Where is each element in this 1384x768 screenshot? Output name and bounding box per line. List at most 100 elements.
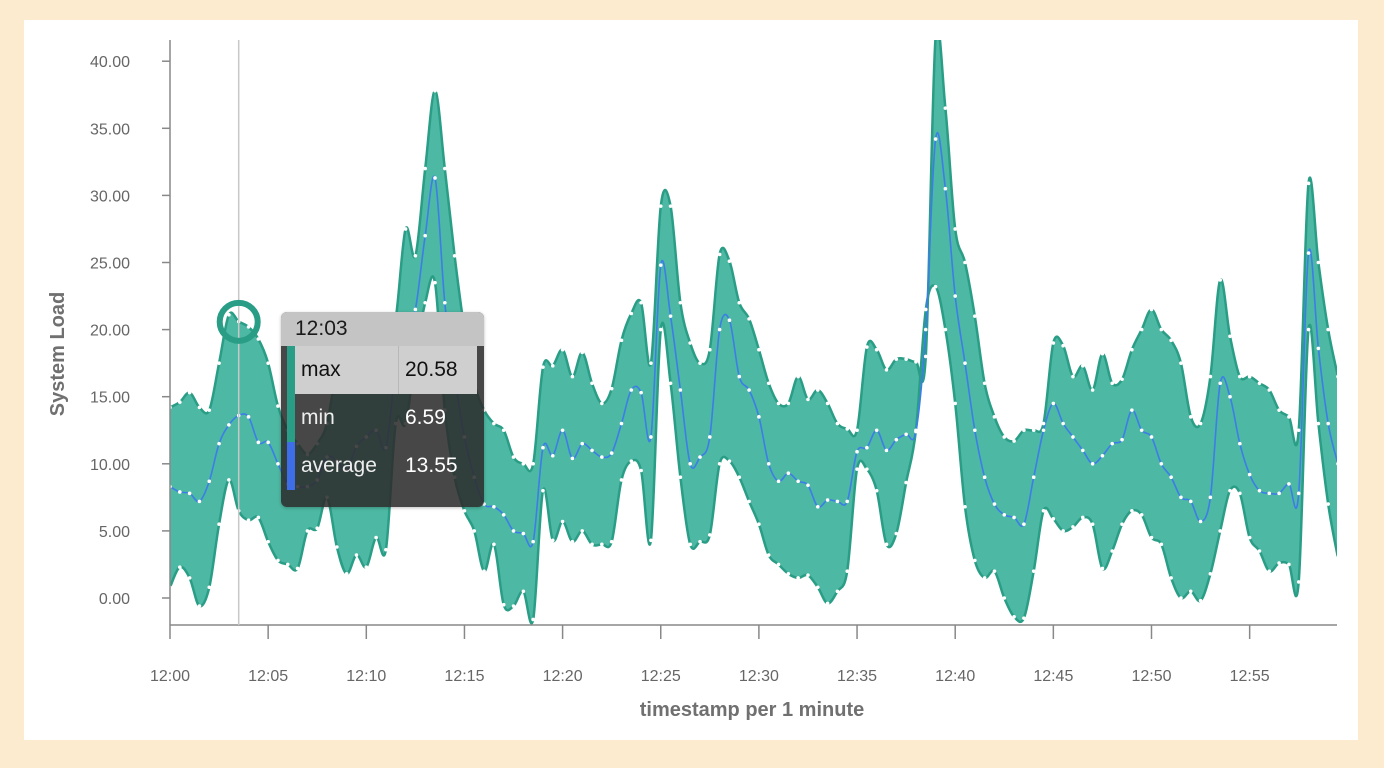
max-point bbox=[1326, 327, 1330, 332]
max-point bbox=[982, 381, 987, 386]
max-point bbox=[1159, 327, 1164, 332]
min-point bbox=[609, 539, 614, 544]
min-point bbox=[1326, 502, 1330, 506]
x-tick-label: 12:30 bbox=[739, 668, 779, 685]
min-point bbox=[1257, 549, 1262, 553]
max-point bbox=[227, 313, 231, 317]
max-point bbox=[698, 361, 702, 365]
min-point bbox=[1188, 589, 1193, 594]
average-point bbox=[1336, 462, 1340, 466]
average-point bbox=[747, 388, 751, 392]
min-point bbox=[1051, 517, 1056, 521]
average-point bbox=[806, 483, 810, 488]
min-point bbox=[501, 602, 506, 607]
average-point bbox=[1257, 488, 1262, 493]
y-tick-label: 25.00 bbox=[90, 256, 130, 273]
average-point bbox=[276, 462, 280, 466]
min-point bbox=[698, 539, 702, 544]
max-point bbox=[1120, 377, 1124, 382]
average-point bbox=[757, 415, 761, 419]
min-point bbox=[619, 478, 624, 482]
average-point bbox=[825, 498, 830, 502]
max-point bbox=[874, 347, 879, 352]
min-point bbox=[658, 327, 663, 332]
max-point bbox=[1080, 364, 1085, 368]
x-tick-label: 12:50 bbox=[1131, 668, 1171, 685]
average-point bbox=[855, 449, 859, 454]
x-tick-label: 12:45 bbox=[1033, 668, 1073, 685]
average-point bbox=[521, 531, 526, 536]
min-point bbox=[1169, 576, 1173, 580]
average-point bbox=[1188, 499, 1193, 504]
min-point bbox=[423, 300, 427, 305]
average-point bbox=[1051, 401, 1056, 406]
y-tick-label: 5.00 bbox=[99, 524, 130, 541]
min-point bbox=[1316, 421, 1321, 426]
average-point bbox=[187, 491, 192, 496]
min-point bbox=[874, 488, 879, 493]
max-point bbox=[1208, 374, 1213, 379]
max-point bbox=[658, 204, 663, 208]
average-point bbox=[511, 529, 516, 533]
average-point bbox=[1071, 435, 1075, 439]
average-point bbox=[658, 263, 663, 267]
average-point bbox=[1228, 394, 1232, 399]
x-tick-label: 12:35 bbox=[837, 668, 877, 685]
max-point bbox=[1247, 374, 1252, 379]
max-point bbox=[1149, 307, 1154, 312]
min-point bbox=[433, 280, 437, 285]
max-point bbox=[492, 421, 496, 426]
max-point bbox=[619, 338, 624, 343]
tooltip-value-average: 13.55 bbox=[405, 454, 458, 477]
average-point bbox=[1080, 448, 1085, 453]
min-point bbox=[1061, 529, 1065, 533]
min-point bbox=[1228, 488, 1232, 493]
average-point bbox=[796, 479, 800, 484]
min-point bbox=[973, 558, 977, 563]
min-point bbox=[894, 531, 899, 536]
min-point bbox=[511, 604, 516, 608]
min-point bbox=[1100, 566, 1105, 571]
min-point bbox=[1130, 508, 1134, 513]
min-point bbox=[825, 601, 830, 606]
min-point bbox=[668, 381, 673, 386]
max-point bbox=[688, 341, 692, 345]
min-point bbox=[865, 467, 869, 471]
average-point bbox=[1267, 491, 1272, 496]
average-point bbox=[639, 390, 643, 395]
max-point bbox=[1012, 439, 1016, 443]
max-point bbox=[187, 390, 192, 395]
max-point bbox=[973, 314, 977, 318]
average-point bbox=[1061, 421, 1065, 426]
min-point bbox=[305, 529, 310, 533]
average-point bbox=[766, 462, 771, 466]
max-point bbox=[266, 361, 270, 365]
max-point bbox=[727, 259, 732, 263]
chart-svg: 0.00 5.00 10.00 15.00 20.00 25.00 30.00 35.00 40… bbox=[47, 40, 1340, 721]
average-point bbox=[619, 421, 624, 426]
min-point bbox=[374, 535, 378, 540]
min-point bbox=[354, 553, 359, 557]
average-point bbox=[1208, 495, 1213, 500]
max-point bbox=[825, 401, 830, 406]
average-point bbox=[1316, 346, 1321, 351]
average-point bbox=[1169, 475, 1173, 480]
tooltip-swatch-max bbox=[287, 346, 295, 394]
min-point bbox=[1120, 522, 1124, 526]
average-point bbox=[1130, 408, 1134, 412]
average-point bbox=[1306, 251, 1311, 255]
min-point bbox=[227, 478, 231, 482]
average-point bbox=[560, 428, 565, 433]
min-point bbox=[590, 542, 594, 547]
min-point bbox=[207, 585, 212, 590]
max-point bbox=[501, 428, 506, 433]
max-point bbox=[1051, 341, 1056, 345]
max-point bbox=[1238, 374, 1242, 379]
max-point bbox=[845, 427, 850, 431]
max-point bbox=[894, 357, 899, 361]
max-point bbox=[433, 88, 437, 93]
average-point bbox=[982, 475, 987, 480]
average-point bbox=[1012, 515, 1016, 520]
min-point bbox=[757, 522, 761, 526]
average-point bbox=[933, 137, 938, 141]
